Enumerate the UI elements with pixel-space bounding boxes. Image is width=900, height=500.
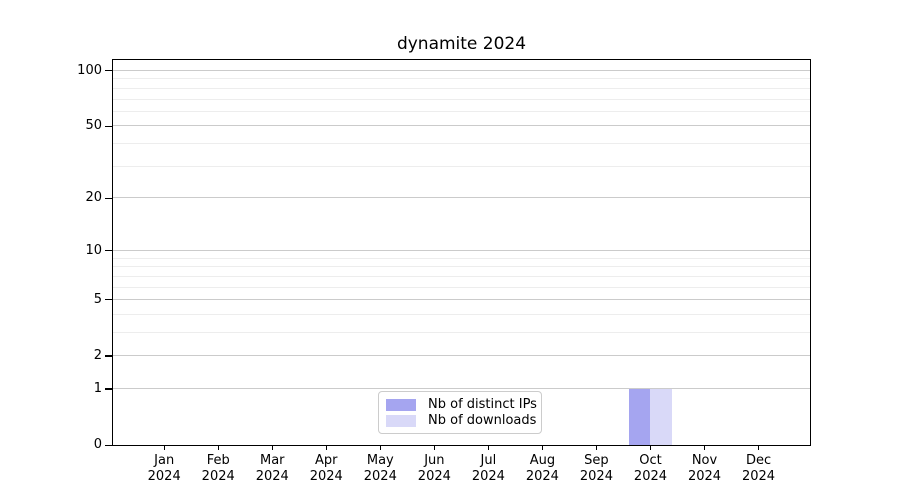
y-tick-mark [105, 299, 112, 301]
x-tick-label: Sep 2024 [561, 453, 631, 484]
x-tick-label-year: 2024 [255, 468, 289, 484]
x-tick-mark [217, 445, 219, 450]
gridline-major [113, 70, 810, 72]
y-tick-label: 5 [93, 291, 102, 307]
y-tick-mark [105, 125, 112, 127]
y-tick-label: 20 [85, 190, 102, 206]
y-tick-label: 0 [93, 437, 102, 453]
x-tick-mark [433, 445, 435, 450]
gridline-minor [113, 275, 810, 277]
gridline-major [113, 249, 810, 251]
y-tick-label: 2 [93, 348, 102, 364]
x-tick-label-year: 2024 [309, 468, 343, 484]
legend-entry-distinct-ips: Nb of distinct IPs [386, 397, 537, 412]
legend-swatch-downloads [386, 414, 416, 427]
y-tick-label: 100 [77, 62, 102, 78]
x-tick-label-year: 2024 [147, 468, 181, 484]
y-tick-label: 1 [93, 380, 102, 396]
x-tick-label-year: 2024 [201, 468, 235, 484]
legend-entry-downloads: Nb of downloads [386, 413, 537, 428]
gridline-minor [113, 98, 810, 100]
x-tick-label: Dec 2024 [724, 453, 794, 484]
chart-title: dynamite 2024 [396, 34, 527, 54]
x-tick-label: Jan 2024 [129, 453, 199, 484]
legend-label-distinct-ips: Nb of distinct IPs [428, 397, 537, 412]
x-tick-label-year: 2024 [417, 468, 451, 484]
legend-swatch-distinct-ips [386, 398, 416, 411]
gridline-minor [113, 87, 810, 89]
gridline-minor [113, 266, 810, 268]
x-tick-mark [649, 445, 652, 450]
bar-nb-of-downloads [650, 388, 672, 445]
legend-box: Nb of distinct IPs Nb of downloads [378, 391, 542, 434]
x-tick-mark [757, 445, 760, 450]
x-tick-label-year: 2024 [687, 468, 722, 484]
y-tick-mark [105, 444, 112, 446]
gridline-major [113, 125, 810, 127]
gridline-minor [113, 286, 810, 288]
y-tick-label: 50 [85, 118, 102, 134]
gridline-major [113, 355, 810, 357]
gridline-minor [113, 143, 810, 145]
gridline-minor [113, 165, 810, 167]
x-tick-label: Jul 2024 [453, 453, 523, 484]
gridline-major [113, 299, 810, 301]
x-tick-mark [163, 445, 165, 450]
gridline-major [113, 197, 810, 199]
x-tick-label: Feb 2024 [183, 453, 253, 484]
x-tick-label-year: 2024 [633, 468, 668, 484]
x-tick-mark [325, 445, 327, 450]
x-tick-label: May 2024 [345, 453, 415, 484]
x-tick-label: Aug 2024 [507, 453, 577, 484]
y-tick-mark [105, 388, 112, 390]
y-tick-mark [105, 197, 112, 199]
bar-nb-of-distinct-ips [628, 388, 651, 445]
y-tick-mark [105, 355, 112, 357]
x-tick-label: Apr 2024 [291, 453, 361, 484]
x-tick-label: Jun 2024 [399, 453, 469, 484]
x-tick-mark [379, 445, 381, 450]
x-tick-label: Nov 2024 [670, 453, 740, 484]
y-tick-mark [105, 250, 112, 252]
gridline-minor [113, 332, 810, 334]
x-tick-mark [541, 445, 543, 450]
gridline-minor [113, 78, 810, 80]
x-tick-mark [703, 445, 706, 450]
x-tick-label-year: 2024 [579, 468, 613, 484]
x-tick-mark [271, 445, 273, 450]
gridline-minor [113, 257, 810, 259]
x-tick-label-year: 2024 [525, 468, 559, 484]
x-tick-label: Oct 2024 [615, 453, 685, 484]
x-tick-mark [487, 445, 489, 450]
gridline-major [113, 388, 810, 390]
gridline-minor [113, 313, 810, 315]
y-tick-mark [105, 70, 112, 72]
gridline-minor [113, 110, 810, 112]
x-tick-label: Mar 2024 [237, 453, 307, 484]
x-tick-label-year: 2024 [741, 468, 776, 484]
x-tick-label-year: 2024 [471, 468, 505, 484]
x-tick-mark [595, 445, 598, 450]
y-tick-label: 10 [85, 242, 102, 258]
plot-area [112, 59, 811, 446]
x-tick-label-year: 2024 [363, 468, 397, 484]
legend-label-downloads: Nb of downloads [428, 413, 537, 428]
